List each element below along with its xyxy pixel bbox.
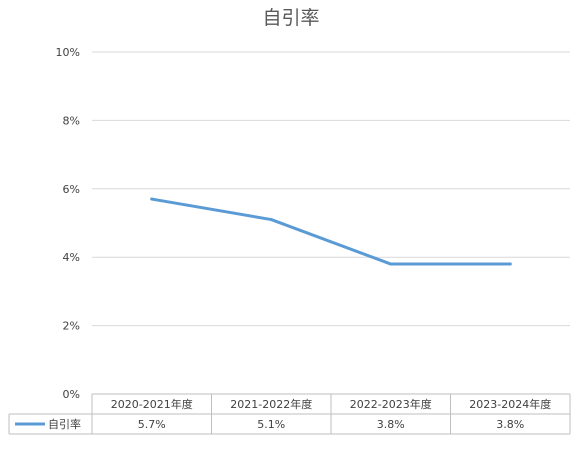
data-label: 3.8% [496,418,524,431]
data-point [508,262,512,266]
legend-label: 自引率 [48,417,81,431]
y-tick-label: 6% [63,183,80,196]
y-tick-label: 10% [56,46,80,59]
chart-title: 自引率 [262,7,319,29]
x-tick-label: 2020-2021年度 [111,397,193,411]
series-layer [150,197,512,266]
y-tick-label: 4% [63,251,80,264]
data-label: 5.1% [257,418,285,431]
data-label: 3.8% [377,418,405,431]
data-point [269,218,273,222]
y-tick-label: 8% [63,114,80,127]
y-axis-ticks: 0% 2% 4% 6% 8% 10% [56,46,80,401]
x-tick-label: 2022-2023年度 [350,397,432,411]
series-line [150,197,512,266]
x-tick-label: 2021-2022年度 [230,397,312,411]
data-point [389,262,393,266]
gridlines [92,51,570,327]
data-table: 2020-2021年度 2021-2022年度 2022-2023年度 2023-20… [8,393,571,435]
y-tick-label: 2% [63,320,80,333]
y-tick-label: 0% [63,388,80,401]
data-point [150,197,154,201]
data-label: 5.7% [138,418,166,431]
x-tick-label: 2023-2024年度 [469,397,551,411]
